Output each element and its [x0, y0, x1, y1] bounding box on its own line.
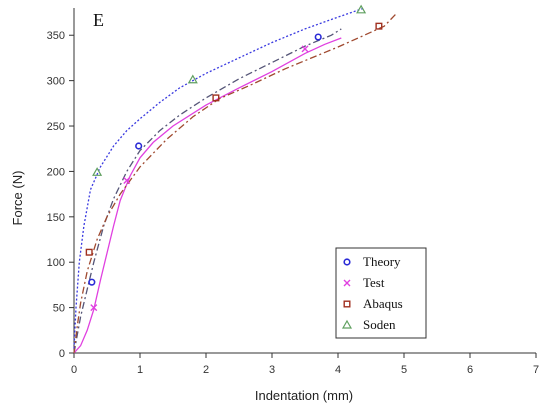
- y-axis-title: Force (N): [10, 171, 25, 226]
- marker-abaqus: [212, 94, 220, 102]
- curve-theory: [73, 28, 342, 354]
- y-tick-label: 50: [53, 303, 65, 315]
- x-axis-title: Indentation (mm): [255, 388, 353, 403]
- marker-test: [90, 304, 98, 312]
- axes: 0 1 2 3 4 5 6 7 0 50 100 150 200 250 300 350: [47, 8, 539, 376]
- marker-abaqus: [375, 22, 383, 30]
- y-tick-label: 100: [47, 257, 65, 269]
- legend-box: [335, 247, 427, 339]
- legend-marker-abaqus: [343, 300, 351, 308]
- x-tick-label: 2: [203, 364, 209, 376]
- x-tick-label: 1: [137, 364, 143, 376]
- marker-abaqus: [85, 248, 93, 256]
- marker-theory: [135, 142, 143, 150]
- legend-label: Soden: [363, 317, 396, 332]
- y-tick-label: 150: [47, 212, 65, 224]
- legend-label: Theory: [363, 254, 401, 269]
- legend: Theory Test Abaqus Soden: [335, 247, 427, 339]
- x-tick-label: 4: [335, 364, 341, 376]
- y-tick-label: 0: [59, 348, 65, 360]
- marker-test: [123, 177, 131, 184]
- marker-soden: [92, 167, 103, 176]
- x-tick-label: 7: [533, 364, 539, 376]
- series-curves: [73, 7, 398, 354]
- legend-label: Test: [363, 275, 385, 290]
- y-tick-label: 250: [47, 121, 65, 133]
- y-tick-label: 350: [47, 30, 65, 42]
- legend-marker-test: [343, 279, 351, 287]
- marker-soden: [356, 4, 367, 14]
- x-tick-label: 5: [401, 364, 407, 376]
- legend-marker-soden: [341, 319, 353, 329]
- series-markers: [85, 4, 383, 312]
- legend-label: Abaqus: [363, 296, 403, 311]
- curve-test: [73, 37, 342, 354]
- marker-theory: [314, 33, 322, 41]
- curve-abaqus: [73, 12, 398, 354]
- x-tick-label: 6: [467, 364, 473, 376]
- marker-theory: [88, 278, 96, 286]
- curve-soden: [73, 7, 365, 349]
- x-tick-label: 0: [71, 364, 77, 376]
- legend-marker-theory: [343, 258, 351, 266]
- panel-label: E: [93, 10, 104, 30]
- y-tick-label: 300: [47, 76, 65, 88]
- x-tick-label: 3: [269, 364, 275, 376]
- marker-test: [301, 45, 309, 53]
- y-tick-label: 200: [47, 166, 65, 178]
- marker-soden: [187, 74, 198, 84]
